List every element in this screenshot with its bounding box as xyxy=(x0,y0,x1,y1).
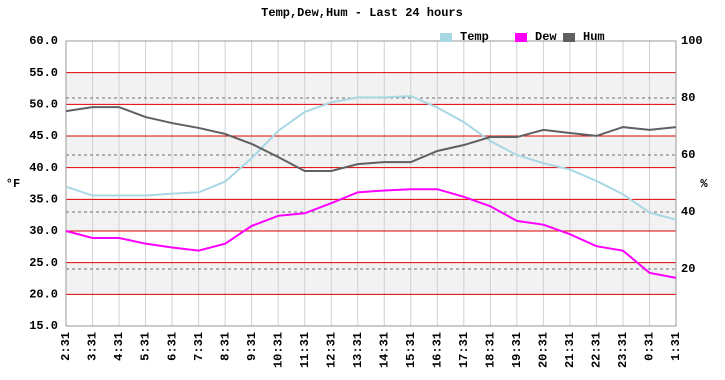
y2-tick-label: 40 xyxy=(681,205,695,219)
x-tick-label: 9:31 xyxy=(245,332,259,361)
legend-swatch xyxy=(515,33,527,42)
series-line xyxy=(65,106,677,172)
y2-tick-label: 100 xyxy=(681,34,703,48)
band xyxy=(66,72,676,105)
legend-swatch xyxy=(440,33,452,42)
y-tick-label: 45.0 xyxy=(29,129,58,143)
x-tick-label: 10:31 xyxy=(271,332,285,368)
x-tick-label: 0:31 xyxy=(643,332,657,361)
x-tick-label: 5:31 xyxy=(139,332,153,361)
x-tick-label: 15:31 xyxy=(404,332,418,368)
x-tick-label: 3:31 xyxy=(86,332,100,361)
x-tick-label: 8:31 xyxy=(218,332,232,361)
y-tick-label: 15.0 xyxy=(29,319,58,333)
x-tick-label: 11:31 xyxy=(298,332,312,368)
x-tick-label: 1:31 xyxy=(669,332,683,361)
x-tick-label: 21:31 xyxy=(563,332,577,368)
y-tick-label: 25.0 xyxy=(29,256,58,270)
y-tick-label: 35.0 xyxy=(29,193,58,207)
y-tick-label: 20.0 xyxy=(29,288,58,302)
x-tick-label: 14:31 xyxy=(377,332,391,368)
y-tick-label: 60.0 xyxy=(29,34,58,48)
y2-tick-label: 60 xyxy=(681,148,695,162)
x-tick-label: 12:31 xyxy=(324,332,338,368)
x-tick-label: 2:31 xyxy=(59,332,73,361)
y-axis-label: °F xyxy=(6,177,20,191)
x-tick-label: 16:31 xyxy=(430,332,444,368)
legend-label: Hum xyxy=(583,30,605,44)
plot-border xyxy=(65,40,677,327)
x-tick-label: 17:31 xyxy=(457,332,471,368)
y-tick-label: 50.0 xyxy=(29,98,58,112)
y-tick-label: 40.0 xyxy=(29,161,58,175)
y-tick-label: 55.0 xyxy=(29,66,58,80)
band xyxy=(66,199,676,231)
legend-swatch xyxy=(563,33,575,42)
legend-label: Dew xyxy=(535,30,557,44)
y-tick-label: 30.0 xyxy=(29,224,58,238)
x-tick-label: 18:31 xyxy=(484,332,498,368)
x-tick-label: 23:31 xyxy=(616,332,630,368)
y2-axis-label: % xyxy=(700,177,708,191)
band xyxy=(66,262,676,295)
x-tick-label: 6:31 xyxy=(165,332,179,361)
x-tick-label: 7:31 xyxy=(192,332,206,361)
y2-tick-label: 80 xyxy=(681,91,695,105)
x-tick-label: 19:31 xyxy=(510,332,524,368)
series-line xyxy=(65,95,677,221)
chart-title: Temp,Dew,Hum - Last 24 hours xyxy=(261,6,463,20)
legend-label: Temp xyxy=(460,30,489,44)
series-line xyxy=(65,188,677,279)
y2-tick-label: 20 xyxy=(681,262,695,276)
x-tick-label: 13:31 xyxy=(351,332,365,368)
x-tick-label: 20:31 xyxy=(537,332,551,368)
x-tick-label: 22:31 xyxy=(590,332,604,368)
x-tick-label: 4:31 xyxy=(112,332,126,361)
